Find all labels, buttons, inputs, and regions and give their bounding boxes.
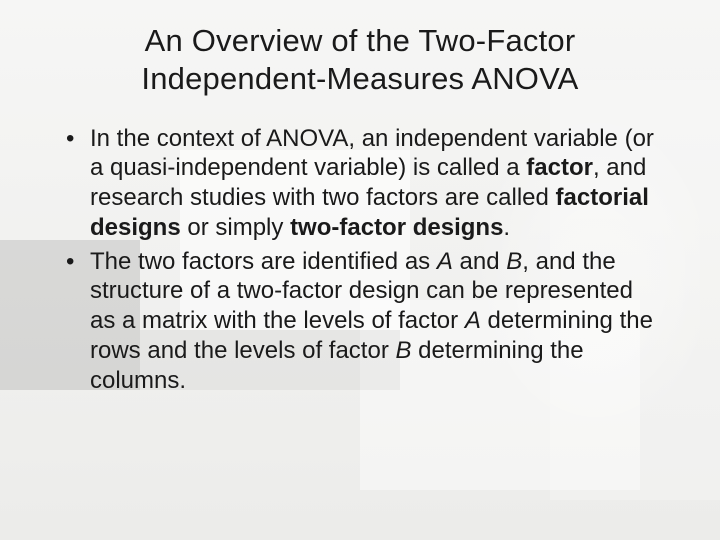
bullet-list: In the context of ANOVA, an independent … [52,124,668,396]
italic-text: A [437,248,453,275]
body-text: The two factors are identified as [90,248,437,275]
italic-text: B [506,248,522,275]
slide: An Overview of the Two-Factor Independen… [0,0,720,540]
bold-text: two-factor designs [290,214,503,241]
list-item: In the context of ANOVA, an independent … [62,124,658,243]
body-text: and [453,248,506,275]
bold-text: factor [526,154,593,181]
body-text: . [503,214,510,241]
title-line: Independent-Measures ANOVA [141,61,578,96]
italic-text: A [465,307,481,334]
body-text: or simply [181,214,290,241]
title-line: An Overview of the Two-Factor [145,23,576,58]
content-area: An Overview of the Two-Factor Independen… [0,0,720,395]
slide-title: An Overview of the Two-Factor Independen… [52,22,668,98]
italic-text: B [395,337,411,364]
list-item: The two factors are identified as A and … [62,247,658,396]
